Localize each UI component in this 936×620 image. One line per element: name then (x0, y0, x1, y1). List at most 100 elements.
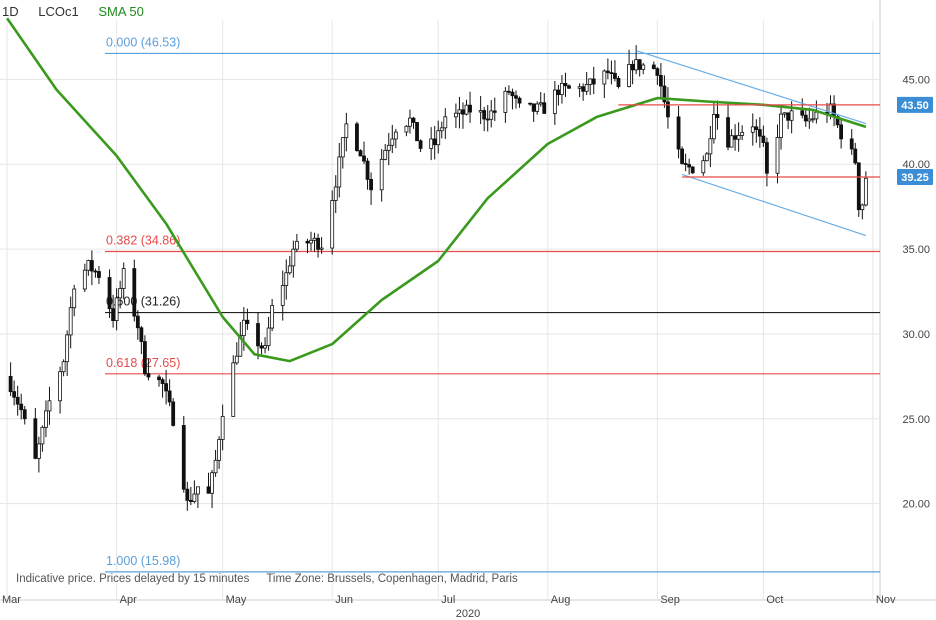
candle-body (213, 459, 218, 474)
candle-body (291, 248, 296, 267)
candle-body (528, 102, 533, 105)
candle-body (680, 148, 684, 164)
candle-body (489, 110, 494, 120)
candle-body (779, 113, 783, 138)
candle-body (853, 148, 858, 164)
candle-body (114, 297, 119, 321)
timeframe-label[interactable]: 1D (2, 4, 19, 19)
candle-body (8, 375, 13, 393)
candle-body (287, 265, 292, 274)
candle-body (185, 488, 190, 501)
candle-body (733, 135, 738, 140)
candle-body (588, 78, 593, 85)
candle-body (404, 125, 409, 133)
candle-body (393, 131, 398, 140)
candle-body (210, 472, 214, 494)
candle-body (468, 104, 472, 113)
candle-body (482, 110, 487, 120)
candle-body (662, 85, 667, 103)
candle-body (12, 391, 17, 398)
candle-body (552, 89, 557, 114)
candle-body (241, 319, 246, 337)
y-tick-label: 35.00 (902, 244, 930, 256)
candle-body (139, 327, 144, 342)
y-tick-label: 30.00 (902, 329, 930, 341)
last-price-badge (897, 168, 933, 185)
candle-body (634, 59, 639, 71)
candle-body (93, 270, 98, 273)
candle-body (750, 126, 755, 133)
candle-body (33, 418, 38, 459)
candle-body (118, 288, 123, 299)
candle-body (761, 135, 766, 143)
candle-body (294, 240, 299, 250)
fib-level-label: 0.500 (31.26) (106, 295, 180, 309)
symbol-label[interactable]: LCOc1 (38, 4, 79, 19)
candle-body (220, 415, 225, 440)
candle-body (478, 110, 483, 113)
candle-body (217, 439, 222, 461)
candle-body (514, 95, 518, 99)
y-tick-label: 45.00 (902, 74, 930, 86)
sma50-line (6, 17, 867, 363)
candle-body (789, 110, 794, 121)
fib-level-label: 1.000 (15.98) (106, 554, 180, 568)
candle-body (507, 90, 511, 93)
candle-body (121, 268, 126, 289)
candle-body (602, 70, 607, 85)
candle-body (47, 400, 52, 412)
candle-body (135, 315, 140, 329)
candle-body (577, 86, 582, 89)
candle-body (19, 403, 24, 411)
year-label: 2020 (456, 608, 480, 620)
candle-body (146, 373, 151, 378)
x-axis: Mar Apr May Jun Jul Aug Sep Oct Nov 2020 (2, 594, 896, 620)
y-tick-label: 25.00 (902, 414, 930, 426)
x-tick-label: Jul (441, 594, 455, 606)
x-tick-label: Jun (335, 594, 353, 606)
candle-body (810, 118, 815, 121)
candle-body (485, 118, 490, 121)
x-tick-label: Mar (2, 594, 21, 606)
candle-body (305, 240, 310, 244)
candle-body (280, 285, 285, 306)
candle-body (408, 117, 412, 127)
sma-legend-label[interactable]: SMA 50 (98, 4, 144, 19)
candle-body (627, 63, 631, 87)
candle-body (782, 112, 787, 115)
candle-body (418, 140, 423, 149)
candle-body (365, 160, 370, 180)
candle-body (181, 425, 186, 490)
candle-body (443, 116, 448, 129)
candle-body (390, 138, 395, 146)
candle-body (556, 89, 561, 96)
candle-body (429, 138, 434, 149)
candle-body (492, 110, 497, 113)
candle-body (188, 499, 193, 502)
candle-body (531, 103, 536, 112)
candle-body (803, 114, 808, 122)
candle-body (206, 486, 211, 494)
last-price-badge-text: 39.25 (901, 172, 929, 184)
candle-body (358, 150, 363, 157)
candle-body (436, 130, 441, 146)
candle-body (142, 341, 147, 375)
candle-body (82, 269, 87, 290)
y-tick-label: 20.00 (902, 499, 930, 511)
candle-body (65, 334, 70, 363)
candle-body (591, 78, 596, 85)
candle-body (637, 59, 642, 70)
timezone-notice: Time Zone: Brussels, Copenhagen, Madrid,… (266, 573, 518, 585)
candle-body (757, 129, 762, 137)
y-tick-label: 40.00 (902, 159, 930, 171)
fib-level-label: 0.382 (34.86) (106, 233, 180, 247)
candle-body (775, 137, 780, 174)
candle-body (683, 163, 688, 165)
candle-body (538, 102, 543, 105)
candle-body (856, 162, 861, 211)
candle-body (860, 204, 865, 211)
x-tick-label: Apr (120, 594, 137, 606)
candle-body (839, 124, 844, 140)
candle-body (616, 77, 621, 87)
